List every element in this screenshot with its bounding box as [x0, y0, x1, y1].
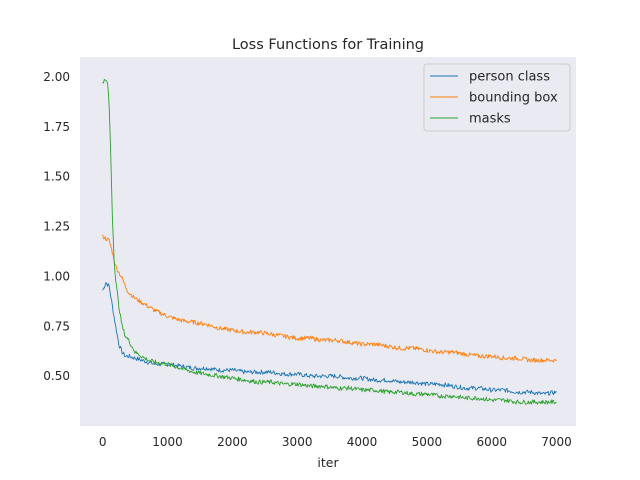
- legend-label-1: bounding box: [469, 91, 558, 106]
- x-tick-label: 3000: [282, 435, 313, 449]
- legend-box: [423, 63, 571, 132]
- series-line-1: [102, 234, 557, 363]
- y-tick-label: 0.50: [43, 369, 70, 383]
- x-tick-label: 0: [99, 435, 107, 449]
- legend-label-0: person class: [469, 70, 550, 85]
- y-tick-label: 1.50: [43, 170, 70, 184]
- legend: person class bounding box masks: [423, 63, 571, 132]
- series-layer: [102, 79, 557, 405]
- legend-entries: person class bounding box masks: [430, 70, 558, 127]
- x-tick-label: 6000: [476, 435, 507, 449]
- tick-layer: 0 1000 2000 3000 4000 5000 6000 7000 0.50 0.75 1.0…: [43, 70, 572, 449]
- x-tick-label: 5000: [412, 435, 443, 449]
- series-line-2: [102, 79, 557, 405]
- y-tick-label: 2.00: [43, 70, 70, 84]
- chart-title: Loss Functions for Training: [232, 37, 424, 53]
- y-tick-label: 1.00: [43, 269, 70, 283]
- x-tick-label: 2000: [217, 435, 248, 449]
- x-tick-label: 1000: [152, 435, 183, 449]
- series-line-0: [102, 282, 557, 396]
- y-tick-label: 0.75: [43, 319, 70, 333]
- legend-label-2: masks: [469, 112, 511, 127]
- x-tick-label: 4000: [347, 435, 378, 449]
- x-tick-label: 7000: [541, 435, 572, 449]
- x-axis-label: iter: [317, 455, 339, 470]
- y-tick-label: 1.75: [43, 120, 70, 134]
- y-tick-label: 1.25: [43, 220, 70, 234]
